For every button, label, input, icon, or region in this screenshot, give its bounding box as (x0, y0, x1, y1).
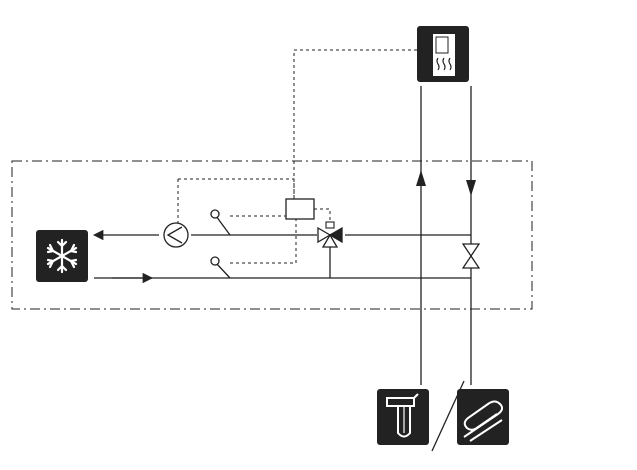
pump-icon (163, 222, 189, 248)
temperature-sensor-return-icon (210, 256, 231, 279)
riser-arrow-down (466, 180, 476, 196)
control-line-heater (293, 49, 417, 199)
ground-probe-icon (377, 389, 429, 445)
ground-collector-icon (457, 389, 509, 445)
control-module-box (285, 198, 315, 220)
two-way-valve-icon (461, 243, 481, 269)
snowflake-icon (36, 230, 88, 282)
control-line-sensor-return (230, 218, 297, 264)
riser-arrow-up (416, 170, 426, 186)
control-line-valve (314, 208, 331, 222)
system-boundary (11, 160, 533, 310)
hot-water-heater-icon (417, 26, 469, 82)
three-way-valve-icon (317, 221, 343, 248)
control-line-pump (177, 178, 295, 236)
temperature-sensor-icon (210, 209, 231, 236)
